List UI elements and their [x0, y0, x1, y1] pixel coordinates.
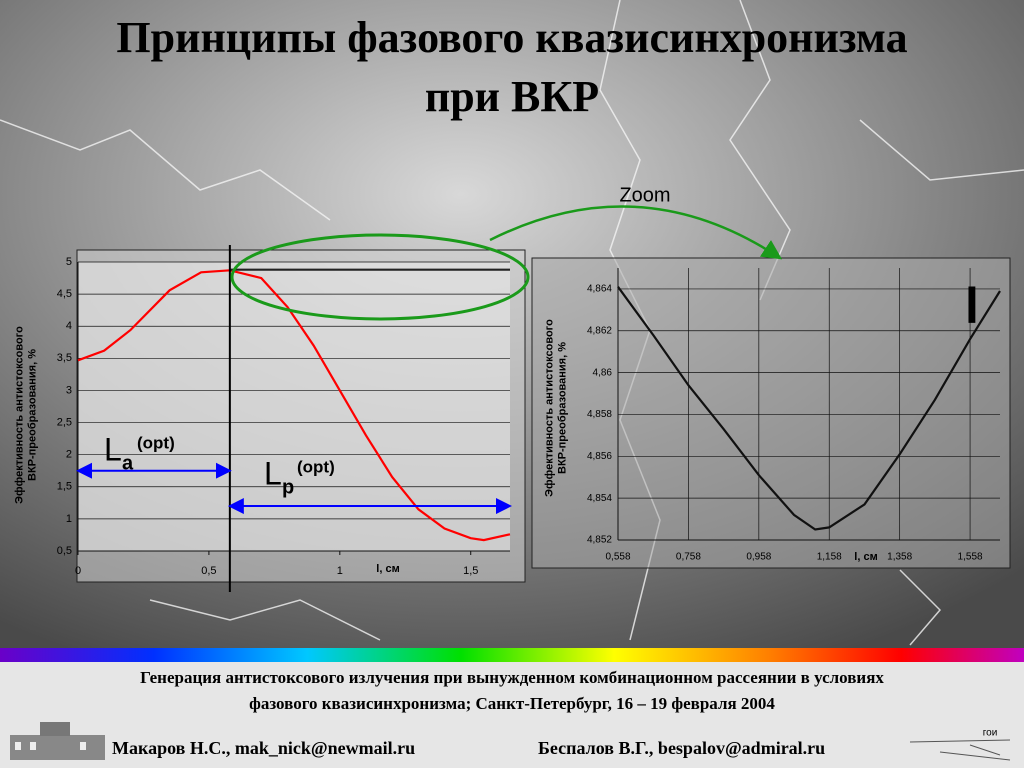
x-tick-label: 1,558 — [958, 552, 983, 563]
x-tick-label: 1 — [337, 565, 343, 577]
x-tick-label: 1,358 — [887, 552, 912, 563]
x-tick-label: 0,758 — [676, 552, 701, 563]
x-tick-label: 1,158 — [817, 552, 842, 563]
y-axis-label: ВКР-преобразования, % — [26, 349, 38, 481]
y-tick-label: 4,5 — [57, 288, 72, 300]
range-label: L — [264, 455, 282, 491]
cursor-mark: l — [965, 278, 979, 334]
y-tick-label: 2,5 — [57, 416, 72, 428]
x-tick-label: 0,558 — [605, 552, 630, 563]
y-tick-label: 4 — [66, 320, 72, 332]
y-tick-label: 5 — [66, 256, 72, 268]
x-axis-label: l, см — [376, 563, 399, 575]
range-label-sup: (opt) — [137, 433, 175, 452]
y-tick-label: 3 — [66, 384, 72, 396]
line-series — [617, 286, 1001, 531]
x-axis-label: l, см — [854, 551, 877, 563]
y-tick-label: 2 — [66, 449, 72, 461]
y-tick-label: 4,858 — [587, 409, 612, 420]
range-label-sub: p — [282, 476, 294, 498]
y-tick-label: 4,862 — [587, 325, 612, 336]
logo-mark — [909, 739, 1011, 761]
y-axis-label: Эффективность антистоксового — [543, 319, 555, 497]
author: Беспалов В.Г., bespalov@admiral.ru — [538, 738, 825, 758]
building-logo — [10, 722, 105, 760]
footer-background — [0, 662, 1024, 768]
line-series — [77, 269, 511, 542]
chart-panel — [531, 257, 1011, 569]
y-tick-label: 4,864 — [587, 284, 612, 295]
right-chart: 4,852 4,854 4,856 4,858 4,86 4,862 4,864 0,558 0… — [543, 268, 1001, 563]
plot-area — [78, 262, 510, 551]
x-tick-label: 0 — [75, 565, 81, 577]
y-tick-label: 0,5 — [57, 545, 72, 557]
x-tick-label: 0,5 — [201, 565, 216, 577]
zoom-label: Zoom — [619, 184, 670, 206]
range-label-sub: a — [122, 452, 134, 474]
zoom-arrow — [489, 205, 783, 260]
y-tick-label: 4,856 — [587, 451, 612, 462]
y-tick-label: 1 — [66, 513, 72, 525]
y-axis-label: Эффективность антистоксового — [13, 326, 25, 504]
range-label-sup: (opt) — [297, 457, 335, 476]
conference-line: Генерация антистоксового излучения при в… — [140, 668, 884, 687]
y-tick-label: 4,854 — [587, 493, 612, 504]
rainbow-bar — [0, 648, 1024, 662]
range-label: L — [104, 431, 122, 467]
y-tick-label: 4,852 — [587, 535, 612, 546]
left-chart: 0,511,522,533,544,550 0,5 1 1,5l, смЭффекти… — [13, 245, 512, 592]
y-tick-label: 1,5 — [57, 481, 72, 493]
title-line: при ВКР — [425, 72, 599, 121]
zoom-ellipse — [230, 233, 530, 321]
y-axis-label: ВКР-преобразования, % — [556, 342, 568, 474]
conference-line: фазового квазисинхронизма; Санкт-Петербу… — [249, 694, 775, 713]
y-tick-label: 4,86 — [593, 367, 613, 378]
y-tick-label: 3,5 — [57, 352, 72, 364]
x-tick-label: 1,5 — [463, 565, 478, 577]
logo-text: гои — [983, 728, 998, 739]
x-tick-label: 0,958 — [746, 552, 771, 563]
author: Макаров Н.С., mak_nick@newmail.ru — [112, 738, 415, 758]
title-line: Принципы фазового квазисинхронизма — [116, 13, 907, 62]
